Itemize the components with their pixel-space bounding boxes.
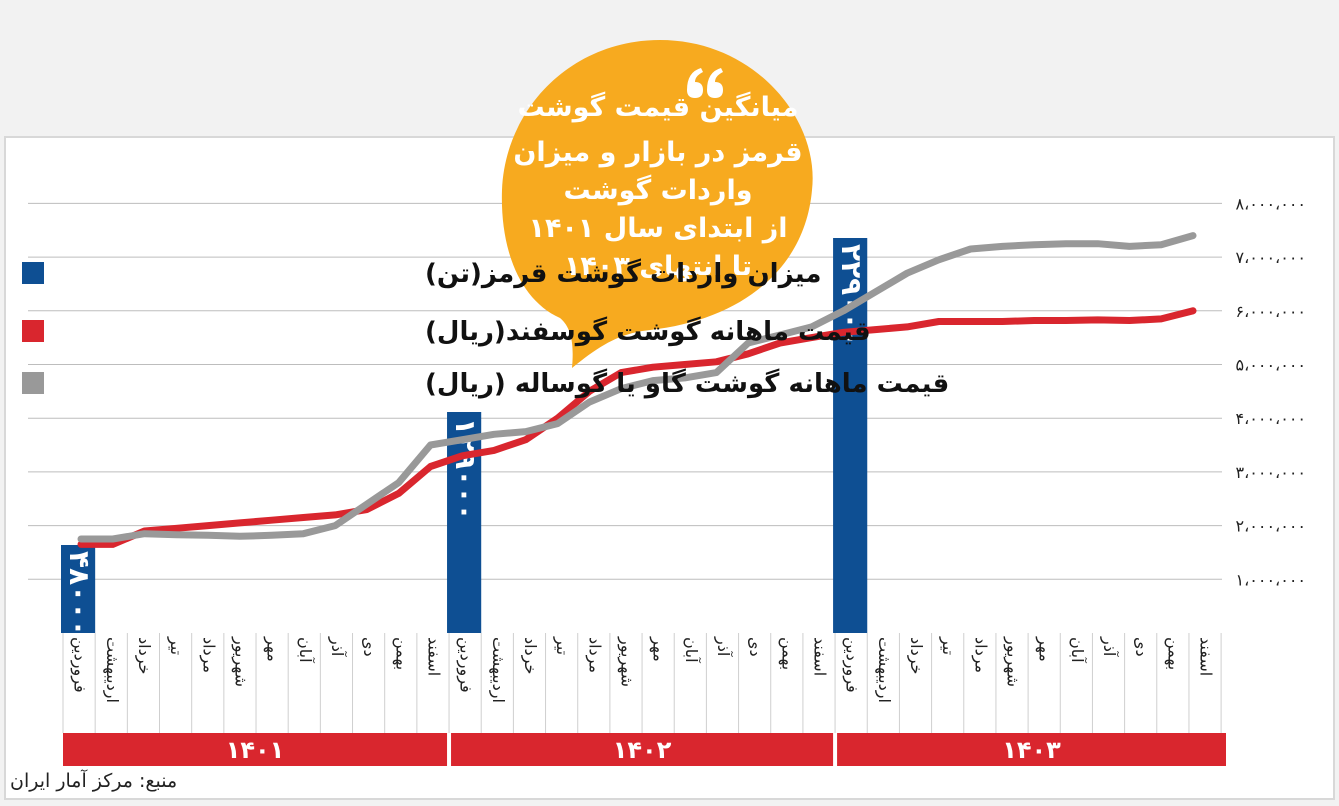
month-label: اسفند bbox=[810, 637, 829, 676]
month-label: آبان bbox=[682, 637, 701, 664]
month-label: بهمن bbox=[777, 637, 797, 670]
y-tick-label: ۱،۰۰۰،۰۰۰ bbox=[1236, 570, 1306, 589]
y-tick-label: ۴،۰۰۰،۰۰۰ bbox=[1236, 409, 1306, 428]
import-bar-label: ۴۸۰۰۰ bbox=[63, 551, 96, 636]
year-label: ۱۴۰۳ bbox=[1002, 736, 1061, 764]
month-label: آذر bbox=[1099, 636, 1119, 658]
month-label: خرداد bbox=[134, 637, 154, 674]
legend-swatch-imports bbox=[22, 262, 44, 284]
legend-label-imports: میزان واردات گوشت قرمز(تن) bbox=[425, 258, 821, 289]
beef-price-line bbox=[77, 232, 1197, 543]
legend-swatch-sheep bbox=[22, 320, 44, 342]
month-label: آبان bbox=[1068, 637, 1087, 664]
callout-line: واردات گوشت bbox=[564, 174, 753, 206]
y-tick-label: ۲،۰۰۰،۰۰۰ bbox=[1236, 517, 1306, 536]
month-label: فروردین bbox=[842, 637, 862, 693]
y-axis-labels: ۱،۰۰۰،۰۰۰ ۲،۰۰۰،۰۰۰ ۳،۰۰۰،۰۰۰ ۴،۰۰۰،۰۰۰ ۵،۰۰… bbox=[1236, 194, 1306, 589]
month-label: اسفند bbox=[424, 637, 443, 676]
month-label: آذر bbox=[327, 636, 347, 658]
month-label: مرداد bbox=[198, 637, 218, 673]
month-label: شهریور bbox=[616, 636, 636, 687]
month-label: خرداد bbox=[906, 637, 926, 674]
year-band-segment bbox=[63, 733, 448, 766]
y-tick-label: ۳،۰۰۰،۰۰۰ bbox=[1236, 463, 1306, 482]
month-label: تیر bbox=[166, 636, 186, 655]
month-label: آذر bbox=[713, 636, 733, 658]
month-label: بهمن bbox=[391, 637, 411, 670]
y-tick-label: ۷،۰۰۰،۰۰۰ bbox=[1236, 248, 1306, 267]
month-label: دی bbox=[1132, 637, 1151, 657]
month-label: فروردین bbox=[456, 637, 476, 693]
quote-icon bbox=[687, 68, 723, 98]
year-band-segment bbox=[451, 733, 834, 766]
legend-label-beef: قیمت ماهانه گوشت گاو یا گوساله (ریال) bbox=[425, 368, 949, 399]
callout-line: تا انتهای ۱۴۰۳ bbox=[564, 251, 752, 282]
import-bar bbox=[61, 545, 96, 633]
year-band-segment bbox=[837, 733, 1226, 766]
month-label: اردیبهشت bbox=[488, 637, 508, 703]
price-lines bbox=[77, 232, 1197, 548]
callout-text: میانگین قیمت گوشت قرمز در بازار و میزان وا… bbox=[513, 91, 802, 282]
month-columns: فروردین اردیبهشت خرداد تیر مرداد شهریور مهر آبا… bbox=[62, 633, 1222, 733]
callout-line: قرمز در بازار و میزان bbox=[513, 137, 802, 168]
year-band: ۱۴۰۱ ۱۴۰۲ ۱۴۰۳ bbox=[63, 733, 1226, 766]
y-tick-label: ۵،۰۰۰،۰۰۰ bbox=[1236, 356, 1306, 375]
legend-label-sheep: قیمت ماهانه گوشت گوسفند(ریال) bbox=[425, 316, 871, 347]
month-label: اسفند bbox=[1197, 637, 1216, 676]
y-tick-label: ۶،۰۰۰،۰۰۰ bbox=[1236, 302, 1306, 321]
year-label: ۱۴۰۲ bbox=[613, 736, 672, 764]
legend-swatch-beef bbox=[22, 372, 44, 394]
import-bar bbox=[447, 412, 482, 633]
month-label: مرداد bbox=[584, 637, 604, 673]
import-bar-label: ۱۲۹۰۰۰ bbox=[449, 418, 482, 521]
month-label: مهر bbox=[1035, 636, 1055, 662]
month-label: فروردین bbox=[70, 637, 90, 693]
month-label: مهر bbox=[263, 636, 283, 662]
callout-line: میانگین قیمت گوشت bbox=[518, 91, 799, 123]
source-note: منبع: مرکز آمار ایران bbox=[10, 770, 178, 792]
month-label: آبان bbox=[296, 637, 315, 664]
month-label: دی bbox=[746, 637, 765, 657]
callout-bubble-shape bbox=[501, 40, 813, 368]
legend: میزان واردات گوشت قرمز(تن) قیمت ماهانه گو… bbox=[22, 258, 949, 399]
sheep-price-line bbox=[77, 307, 1197, 548]
month-label: مهر bbox=[649, 636, 669, 662]
callout-line: از ابتدای سال ۱۴۰۱ bbox=[528, 213, 787, 244]
month-label: اردیبهشت bbox=[102, 637, 122, 703]
month-label: خرداد bbox=[520, 637, 540, 674]
year-label: ۱۴۰۱ bbox=[226, 736, 285, 764]
month-label: بهمن bbox=[1163, 637, 1183, 670]
month-label: دی bbox=[360, 637, 379, 657]
month-label: شهریور bbox=[1003, 636, 1023, 687]
month-label: تیر bbox=[938, 636, 958, 655]
y-tick-label: ۸،۰۰۰،۰۰۰ bbox=[1236, 194, 1306, 213]
callout-bubble: میانگین قیمت گوشت قرمز در بازار و میزان وا… bbox=[501, 40, 813, 368]
month-label: اردیبهشت bbox=[874, 637, 894, 703]
month-label: مرداد bbox=[970, 637, 990, 673]
month-label: شهریور bbox=[230, 636, 250, 687]
month-label: تیر bbox=[552, 636, 572, 655]
